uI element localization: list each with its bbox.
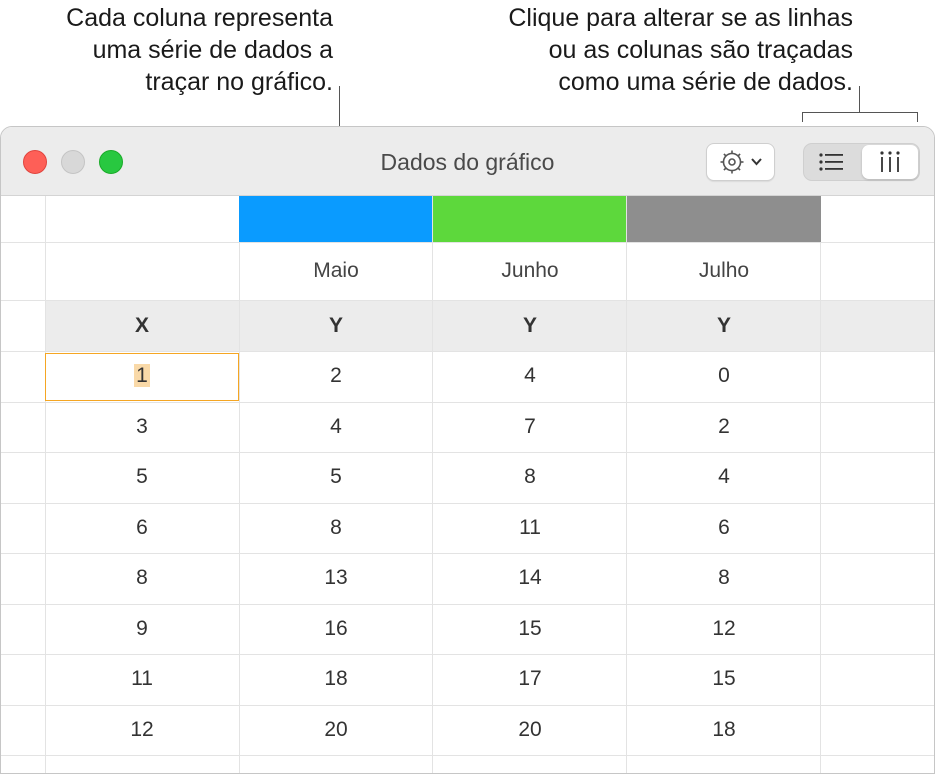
y-value-cell[interactable]: 13: [324, 566, 348, 589]
grid-line: [820, 196, 821, 773]
y-value-cell[interactable]: 18: [324, 667, 348, 690]
y-value-cell[interactable]: 2: [718, 415, 730, 438]
y-value-cell[interactable]: 12: [712, 617, 736, 640]
series-color-swatch-julho[interactable]: [627, 196, 821, 242]
x-value-cell[interactable]: 1: [45, 351, 239, 401]
x-value-cell[interactable]: 9: [136, 617, 148, 640]
x-value-cell[interactable]: 8: [136, 566, 148, 589]
y-value-cell[interactable]: 17: [518, 667, 542, 690]
y-value-cell[interactable]: 2: [330, 364, 342, 387]
grid-line: [1, 705, 934, 706]
y-value-cell[interactable]: 15: [712, 667, 736, 690]
title-bar: Dados do gráfico: [1, 127, 934, 196]
series-name-cell[interactable]: Maio: [313, 259, 359, 282]
column-header-y[interactable]: Y: [328, 314, 343, 337]
y-value-cell[interactable]: 15: [518, 617, 542, 640]
minimize-window-button[interactable]: [61, 150, 85, 174]
series-name-cell[interactable]: Julho: [698, 259, 750, 282]
plot-columns-as-series-button[interactable]: [862, 145, 918, 179]
y-value-cell[interactable]: 20: [518, 718, 542, 741]
column-header-y[interactable]: Y: [522, 314, 537, 337]
maximize-window-button[interactable]: [99, 150, 123, 174]
grid-line: [626, 196, 627, 773]
selected-cell-highlight: [45, 353, 239, 401]
grid-line: [1, 604, 934, 605]
callout-line: uma série de dados a: [92, 36, 333, 64]
callout-toggle-rows-columns: Clique para alterar se as linhas ou as c…: [413, 2, 853, 98]
callout-bracket: [802, 112, 918, 113]
gear-icon: [720, 150, 762, 174]
grid-line: [432, 196, 433, 773]
list-icon: [819, 153, 843, 171]
series-color-swatch-junho[interactable]: [433, 196, 626, 242]
columns-icon: [880, 151, 900, 172]
y-value-cell[interactable]: 18: [712, 718, 736, 741]
chart-options-popup-button[interactable]: [706, 143, 775, 181]
y-value-cell[interactable]: 14: [518, 566, 542, 589]
y-value-cell[interactable]: 0: [718, 364, 730, 387]
grid-line: [1, 654, 934, 655]
callout-bracket-right: [917, 112, 918, 122]
header-row-background: [45, 300, 934, 351]
grid-line: [1, 402, 934, 403]
grid-line: [1, 553, 934, 554]
y-value-cell[interactable]: 5: [330, 465, 342, 488]
x-value-cell[interactable]: 12: [130, 718, 154, 741]
column-header-y[interactable]: Y: [716, 314, 731, 337]
y-value-cell[interactable]: 8: [524, 465, 536, 488]
callout-pointer-right: [859, 86, 860, 112]
grid-line: [1, 452, 934, 453]
callout-line: Clique para alterar se as linhas: [508, 4, 853, 32]
series-name-cell[interactable]: Junho: [501, 259, 559, 282]
chevron-down-icon: [751, 158, 762, 166]
window-title: Dados do gráfico: [380, 149, 555, 175]
y-value-cell[interactable]: 20: [324, 718, 348, 741]
y-value-cell[interactable]: 8: [718, 566, 730, 589]
grid-line: [1, 755, 934, 756]
grid-line: [45, 196, 46, 773]
y-value-cell[interactable]: 4: [330, 415, 342, 438]
y-value-cell[interactable]: 4: [524, 364, 536, 387]
x-value-cell[interactable]: 11: [131, 667, 153, 690]
grid-line: [1, 351, 934, 352]
y-value-cell[interactable]: 6: [718, 516, 730, 539]
callout-bracket-left: [802, 112, 803, 122]
series-color-swatch-maio[interactable]: [239, 196, 432, 242]
grid-line: [1, 503, 934, 504]
y-value-cell[interactable]: 11: [519, 516, 541, 539]
grid-line: [239, 196, 240, 773]
callout-line: traçar no gráfico.: [145, 68, 333, 96]
x-value-cell[interactable]: 5: [136, 465, 148, 488]
close-window-button[interactable]: [23, 150, 47, 174]
callout-series-columns: Cada coluna representa uma série de dado…: [0, 2, 333, 98]
y-value-cell[interactable]: 4: [718, 465, 730, 488]
x-value-cell[interactable]: 6: [136, 516, 148, 539]
chart-data-window: Dados do gráfico: [0, 126, 935, 774]
callout-line: ou as colunas são traçadas: [548, 36, 853, 64]
column-header-x[interactable]: X: [134, 314, 149, 337]
plot-series-segmented-control: [803, 143, 920, 181]
grid-line: [1, 242, 934, 243]
grid-line: [1, 300, 934, 301]
x-value-cell[interactable]: 3: [136, 415, 148, 438]
y-value-cell[interactable]: 7: [524, 415, 536, 438]
y-value-cell[interactable]: 8: [330, 516, 342, 539]
callout-line: Cada coluna representa: [66, 4, 333, 32]
selected-text: 1: [134, 364, 150, 387]
callout-line: como uma série de dados.: [558, 68, 853, 96]
y-value-cell[interactable]: 16: [324, 617, 348, 640]
plot-rows-as-series-button[interactable]: [804, 144, 861, 180]
